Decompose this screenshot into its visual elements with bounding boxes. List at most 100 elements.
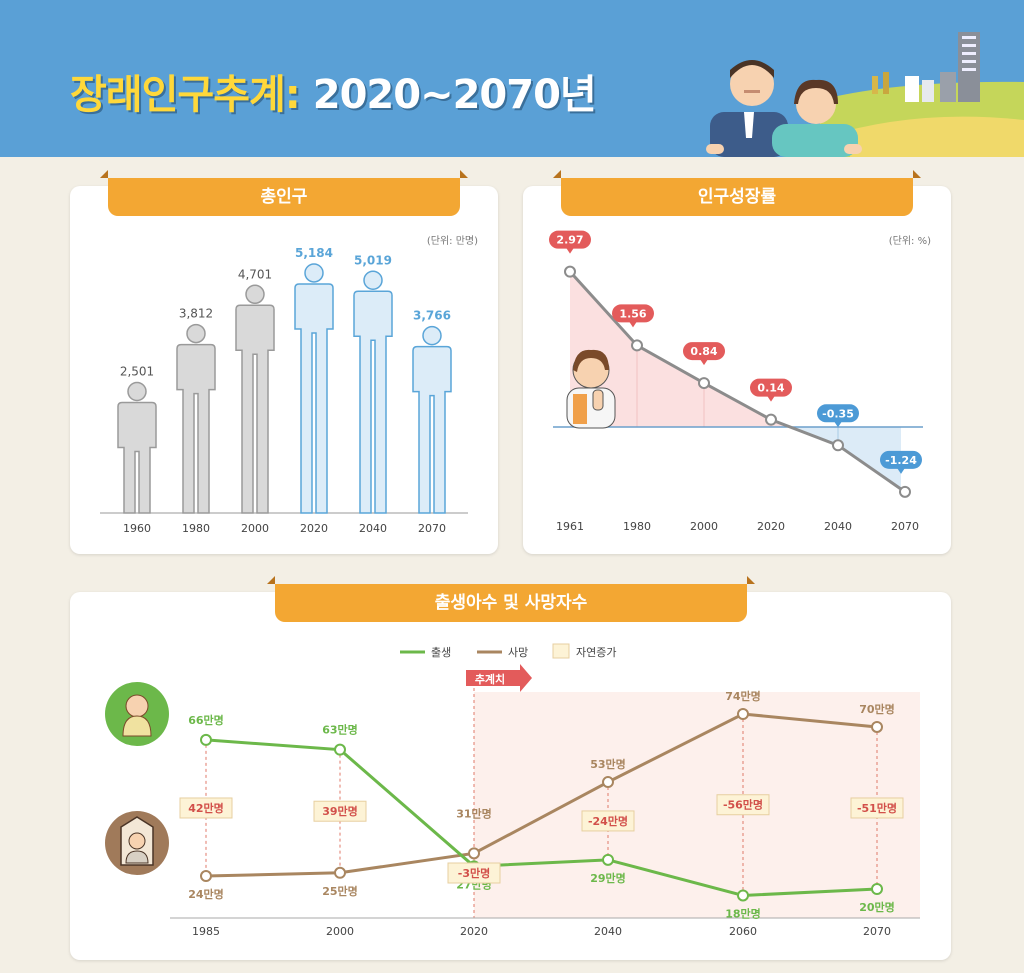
header-banner: 장래인구추계: 2020~2070년 (0, 0, 1024, 157)
total-population-chart: 2,501 1960 3,812 1980 4,701 2000 5,184 2020 5,01… (100, 246, 468, 535)
positive-growth-area (570, 271, 791, 427)
birth-point (737, 889, 749, 902)
woman-hair (573, 349, 609, 372)
bar-value-label: 5,184 (295, 246, 333, 260)
birth-point (200, 733, 212, 746)
growth-label-badge (880, 450, 922, 474)
growth-value-label: -0.35 (822, 407, 854, 420)
projection-label: 추계치 (475, 672, 505, 686)
projection-flag (466, 664, 532, 692)
growth-label-pointer (629, 321, 637, 328)
natural-increase-bg (447, 862, 501, 884)
bar-figure-head (422, 325, 442, 346)
projection-region (474, 692, 920, 918)
natural-increase-label: -3만명 (458, 866, 490, 880)
x-tick-label: 2000 (690, 520, 718, 533)
total-population-panel: 총인구 (단위: 만명) 2,501 1960 3,812 1980 4,701 2000… (70, 170, 498, 554)
x-tick-label: 2040 (824, 520, 852, 533)
x-tick-label: 2040 (594, 925, 622, 938)
x-tick-label: 2070 (891, 520, 919, 533)
bar-figure-head (186, 323, 206, 344)
death-point (334, 866, 346, 879)
growth-label-bg (612, 304, 654, 323)
x-tick-label: 1980 (623, 520, 651, 533)
bar-figure-head (127, 381, 147, 402)
birth-point (334, 743, 346, 756)
page-title: 장래인구추계: 2020~2070년 (70, 62, 597, 120)
natural-increase-box (447, 862, 501, 884)
bar-figure-body (412, 345, 452, 514)
death-value-label: 25만명 (322, 884, 358, 898)
x-tick-label: 2070 (863, 925, 891, 938)
natural-increase-label: -56만명 (723, 798, 763, 812)
panel-title-births: 출생아수 및 사망자수 (267, 576, 755, 622)
bar-value-label: 4,701 (238, 267, 272, 281)
bar-figure-head (363, 270, 383, 291)
growth-point (899, 485, 911, 498)
growth-label-pointer (897, 467, 905, 474)
natural-increase-box (179, 797, 233, 819)
bar-figure-body (117, 401, 157, 514)
unit-label-growth: (단위: %) (888, 236, 931, 247)
bar-figure-2040 (353, 270, 393, 514)
death-point (602, 776, 614, 789)
x-tick-label: 2070 (418, 522, 446, 535)
growth-value-label: 0.84 (690, 345, 717, 358)
baby-icon (105, 682, 169, 746)
elder-portrait-icon (105, 811, 169, 875)
growth-label-badge (612, 304, 654, 328)
bar-figure-body (353, 290, 393, 514)
natural-increase-label: 39만명 (322, 804, 358, 818)
x-tick-label: 2000 (326, 925, 354, 938)
natural-increase-bg (581, 810, 635, 832)
title-part2: 2020~2070년 (312, 72, 597, 118)
death-value-label: 70만명 (859, 702, 895, 716)
birth-value-label: 29만명 (590, 871, 626, 885)
growth-label-bg (750, 378, 792, 397)
panel-title-growth: 인구성장률 (553, 170, 921, 216)
death-point (871, 720, 883, 733)
birth-line (205, 738, 878, 897)
growth-value-label: -1.24 (885, 454, 917, 467)
birth-point (602, 853, 614, 866)
birth-value-label: 18만명 (725, 906, 761, 920)
death-value-label: 53만명 (590, 757, 626, 771)
natural-increase-label: -51만명 (857, 801, 897, 815)
growth-point (631, 339, 643, 352)
growth-label-badge (683, 342, 725, 366)
elder-body (125, 850, 149, 864)
death-point (468, 847, 480, 860)
x-tick-label: 1985 (192, 925, 220, 938)
growth-label-badge (750, 378, 792, 402)
woman-hand (592, 389, 604, 411)
birth-value-label: 20만명 (859, 900, 895, 914)
growth-rate-chart: 2.97 1961 1.56 1980 0.84 2000 0.14 2020 -0.35 204… (549, 230, 923, 533)
growth-label-bg (549, 230, 591, 249)
elder-head (128, 832, 146, 850)
bar-figure-2000 (235, 284, 275, 514)
births-deaths-chart: 추계치 출생 사망 자연증가 66만명 24만명 42만명 1985 63만명 25만명 39만명 2… (105, 643, 920, 938)
bar-value-label: 3,812 (179, 307, 213, 321)
x-tick-label: 2020 (757, 520, 785, 533)
birth-value-label: 66만명 (188, 713, 224, 727)
natural-increase-label: 42만명 (188, 801, 224, 815)
legend-natural-swatch (552, 643, 570, 659)
growth-label-pointer (767, 395, 775, 402)
growth-value-label: 1.56 (619, 307, 646, 320)
natural-increase-bg (179, 797, 233, 819)
unit-label-total: (단위: 만명) (426, 236, 478, 247)
projection-arrow (466, 664, 532, 692)
natural-increase-box (581, 810, 635, 832)
bar-figure-body (235, 304, 275, 514)
growth-label-pointer (834, 421, 842, 428)
thinking-woman-illustration (566, 349, 616, 429)
header-illustration (706, 32, 1024, 157)
death-point (200, 870, 212, 883)
growth-point (698, 377, 710, 390)
bar-figure-2020 (294, 263, 334, 514)
woman-apron (573, 394, 587, 424)
x-tick-label: 2020 (460, 925, 488, 938)
legend (400, 643, 570, 659)
bar-value-label: 2,501 (120, 365, 154, 379)
bar-figure-body (176, 343, 216, 514)
